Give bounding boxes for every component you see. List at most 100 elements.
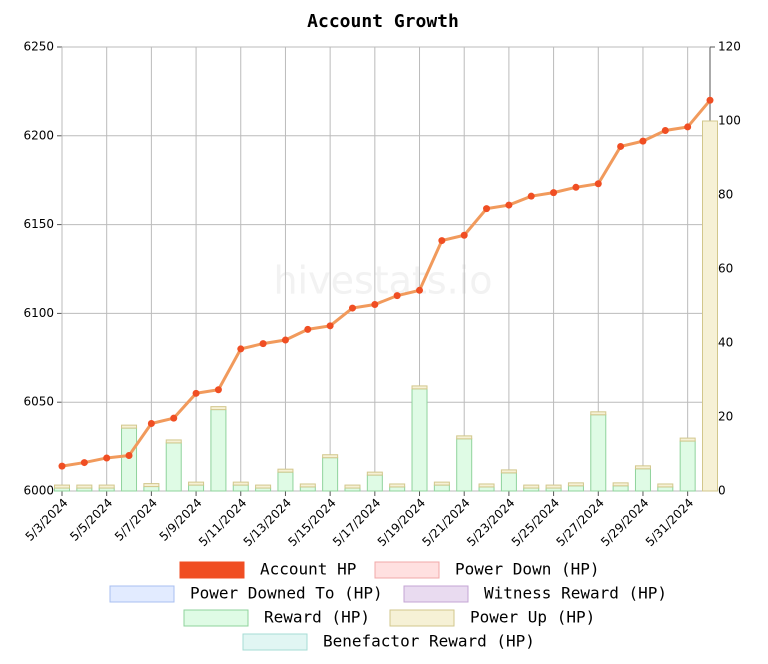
y2-tick-label: 40 [718, 336, 733, 350]
bar [456, 435, 473, 440]
bar [478, 483, 495, 488]
point [661, 126, 669, 134]
bar [299, 486, 316, 492]
point [259, 340, 267, 348]
bar [590, 414, 607, 492]
point [237, 345, 245, 353]
point [438, 237, 446, 245]
legend-label: Power Up (HP) [470, 608, 595, 627]
point [416, 286, 424, 294]
bar [657, 486, 674, 492]
point [304, 325, 312, 333]
point [483, 205, 491, 213]
bar [657, 483, 674, 488]
bar [679, 437, 696, 442]
x-tick-label: 5/5/2024 [67, 496, 115, 544]
bar [389, 483, 406, 488]
point [80, 459, 88, 467]
legend-label: Witness Reward (HP) [484, 584, 667, 603]
bar [277, 471, 294, 492]
point [192, 389, 200, 397]
point [684, 123, 692, 131]
bar [545, 484, 562, 489]
bar [143, 486, 160, 492]
point [281, 336, 289, 344]
bar [188, 484, 205, 492]
bar [322, 454, 339, 459]
chart-title: Account Growth [307, 11, 459, 32]
legend-swatch [242, 633, 308, 651]
y2-tick-label: 120 [718, 40, 741, 54]
point [572, 183, 580, 191]
bar [500, 472, 517, 492]
bar [702, 120, 718, 492]
line [61, 99, 712, 468]
point [348, 304, 356, 312]
bar [634, 468, 651, 492]
point [706, 96, 714, 104]
point [639, 137, 647, 145]
bar [478, 486, 495, 492]
legend-swatch [179, 561, 245, 579]
x-tick-label: 5/3/2024 [23, 496, 71, 544]
bar [389, 486, 406, 492]
bar [98, 484, 115, 489]
point [214, 386, 222, 394]
x-tick-label: 5/31/2024 [643, 496, 696, 549]
point [527, 192, 535, 200]
point [125, 451, 133, 459]
bar [590, 411, 607, 416]
bar [210, 409, 227, 492]
point [58, 462, 66, 470]
y-tick-label: 6000 [23, 484, 54, 498]
bar [121, 427, 138, 492]
point [594, 180, 602, 188]
y2-tick-label: 60 [718, 262, 733, 276]
bar [210, 406, 227, 411]
point [103, 454, 111, 462]
bar [232, 481, 249, 486]
point [617, 142, 625, 150]
y2-tick-label: 20 [718, 410, 733, 424]
bar [121, 424, 138, 429]
bar [411, 385, 428, 390]
bar [344, 484, 361, 489]
bar [366, 471, 383, 476]
bar [165, 439, 182, 444]
y-tick-label: 6100 [23, 306, 54, 320]
bar [433, 484, 450, 492]
bar [612, 482, 629, 487]
legend-swatch [374, 561, 440, 579]
bar [165, 442, 182, 492]
point [147, 420, 155, 428]
bar [76, 484, 93, 489]
legend-swatch [183, 609, 249, 627]
point [505, 201, 513, 209]
y2-tick-label: 0 [718, 484, 726, 498]
bar [456, 438, 473, 492]
bar [411, 388, 428, 492]
legend-label: Benefactor Reward (HP) [323, 632, 535, 651]
legend-label: Power Downed To (HP) [190, 584, 383, 603]
bar [232, 484, 249, 492]
legend-label: Reward (HP) [264, 608, 370, 627]
y2-tick-label: 80 [718, 188, 733, 202]
point [326, 322, 334, 330]
bar [612, 485, 629, 492]
bar [255, 484, 272, 489]
bar [188, 481, 205, 486]
legend-swatch [389, 609, 455, 627]
legend-swatch [403, 585, 469, 603]
bar [322, 457, 339, 492]
bar [433, 481, 450, 486]
y2-tick-label: 100 [718, 114, 741, 128]
y-tick-label: 6150 [23, 217, 54, 231]
x-tick-label: 5/7/2024 [112, 496, 160, 544]
point [170, 414, 178, 422]
point [393, 292, 401, 300]
y-tick-label: 6050 [23, 395, 54, 409]
point [460, 231, 468, 239]
point [371, 301, 379, 309]
bar [679, 440, 696, 492]
